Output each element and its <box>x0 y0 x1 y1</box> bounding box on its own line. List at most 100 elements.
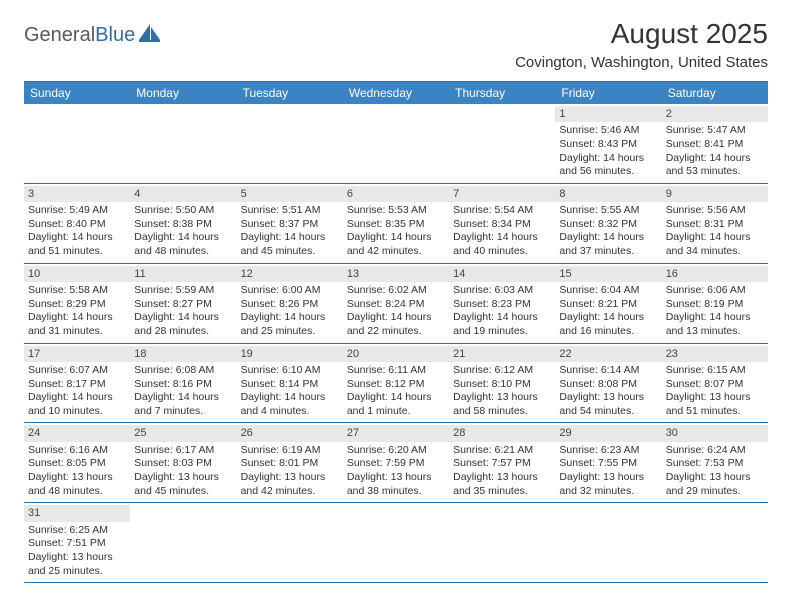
day-cell <box>343 503 449 582</box>
sunset-text: Sunset: 8:40 PM <box>28 218 126 232</box>
day-cell: 20Sunrise: 6:11 AMSunset: 8:12 PMDayligh… <box>343 344 449 423</box>
day-cell: 10Sunrise: 5:58 AMSunset: 8:29 PMDayligh… <box>24 264 130 343</box>
day-cell: 14Sunrise: 6:03 AMSunset: 8:23 PMDayligh… <box>449 264 555 343</box>
day-number: 4 <box>130 186 236 202</box>
sunrise-text: Sunrise: 5:59 AM <box>134 284 232 298</box>
day-number <box>24 106 130 108</box>
sunrise-text: Sunrise: 5:53 AM <box>347 204 445 218</box>
day-cell: 15Sunrise: 6:04 AMSunset: 8:21 PMDayligh… <box>555 264 661 343</box>
sunset-text: Sunset: 7:57 PM <box>453 457 551 471</box>
day-number: 23 <box>662 346 768 362</box>
sunset-text: Sunset: 8:24 PM <box>347 298 445 312</box>
day-cell: 17Sunrise: 6:07 AMSunset: 8:17 PMDayligh… <box>24 344 130 423</box>
day-number <box>343 106 449 108</box>
sunrise-text: Sunrise: 6:10 AM <box>241 364 339 378</box>
day-number: 27 <box>343 425 449 441</box>
sunrise-text: Sunrise: 6:04 AM <box>559 284 657 298</box>
day-cell: 27Sunrise: 6:20 AMSunset: 7:59 PMDayligh… <box>343 423 449 502</box>
sunrise-text: Sunrise: 5:47 AM <box>666 124 764 138</box>
day-number: 1 <box>555 106 661 122</box>
day-number: 6 <box>343 186 449 202</box>
daylight-text: Daylight: 14 hours and 22 minutes. <box>347 311 445 338</box>
daylight-text: Daylight: 13 hours and 29 minutes. <box>666 471 764 498</box>
day-number: 11 <box>130 266 236 282</box>
day-number: 17 <box>24 346 130 362</box>
day-number: 5 <box>237 186 343 202</box>
day-number: 15 <box>555 266 661 282</box>
sunrise-text: Sunrise: 5:51 AM <box>241 204 339 218</box>
sunset-text: Sunset: 8:14 PM <box>241 378 339 392</box>
daylight-text: Daylight: 13 hours and 32 minutes. <box>559 471 657 498</box>
sunrise-text: Sunrise: 6:24 AM <box>666 444 764 458</box>
daylight-text: Daylight: 14 hours and 56 minutes. <box>559 152 657 179</box>
day-cell <box>449 503 555 582</box>
day-cell: 9Sunrise: 5:56 AMSunset: 8:31 PMDaylight… <box>662 184 768 263</box>
day-number: 13 <box>343 266 449 282</box>
daylight-text: Daylight: 14 hours and 31 minutes. <box>28 311 126 338</box>
daylight-text: Daylight: 14 hours and 4 minutes. <box>241 391 339 418</box>
month-title: August 2025 <box>515 18 768 50</box>
daylight-text: Daylight: 14 hours and 13 minutes. <box>666 311 764 338</box>
daylight-text: Daylight: 14 hours and 25 minutes. <box>241 311 339 338</box>
sunset-text: Sunset: 8:01 PM <box>241 457 339 471</box>
day-number <box>343 505 449 507</box>
daylight-text: Daylight: 14 hours and 40 minutes. <box>453 231 551 258</box>
day-number: 28 <box>449 425 555 441</box>
day-number: 8 <box>555 186 661 202</box>
daylight-text: Daylight: 14 hours and 7 minutes. <box>134 391 232 418</box>
weekday-header: Monday <box>130 82 236 104</box>
day-number <box>237 505 343 507</box>
header-row: GeneralBlue August 2025 Covington, Washi… <box>24 18 768 71</box>
day-number <box>449 106 555 108</box>
weekday-header: Sunday <box>24 82 130 104</box>
day-cell <box>555 503 661 582</box>
logo-text-blue: Blue <box>95 24 135 47</box>
day-number: 3 <box>24 186 130 202</box>
sunrise-text: Sunrise: 5:49 AM <box>28 204 126 218</box>
daylight-text: Daylight: 13 hours and 45 minutes. <box>134 471 232 498</box>
daylight-text: Daylight: 13 hours and 48 minutes. <box>28 471 126 498</box>
weekday-header-row: SundayMondayTuesdayWednesdayThursdayFrid… <box>24 82 768 104</box>
daylight-text: Daylight: 14 hours and 19 minutes. <box>453 311 551 338</box>
day-number: 21 <box>449 346 555 362</box>
sunrise-text: Sunrise: 6:17 AM <box>134 444 232 458</box>
sunset-text: Sunset: 8:26 PM <box>241 298 339 312</box>
day-cell: 11Sunrise: 5:59 AMSunset: 8:27 PMDayligh… <box>130 264 236 343</box>
day-number: 16 <box>662 266 768 282</box>
day-cell: 13Sunrise: 6:02 AMSunset: 8:24 PMDayligh… <box>343 264 449 343</box>
daylight-text: Daylight: 14 hours and 16 minutes. <box>559 311 657 338</box>
weekday-header: Thursday <box>449 82 555 104</box>
logo-text-general: General <box>24 24 95 47</box>
sunrise-text: Sunrise: 6:21 AM <box>453 444 551 458</box>
sunset-text: Sunset: 7:59 PM <box>347 457 445 471</box>
sunset-text: Sunset: 8:16 PM <box>134 378 232 392</box>
sunrise-text: Sunrise: 6:12 AM <box>453 364 551 378</box>
day-cell <box>24 104 130 183</box>
sunrise-text: Sunrise: 5:50 AM <box>134 204 232 218</box>
day-cell: 8Sunrise: 5:55 AMSunset: 8:32 PMDaylight… <box>555 184 661 263</box>
location-text: Covington, Washington, United States <box>515 54 768 71</box>
sunset-text: Sunset: 8:03 PM <box>134 457 232 471</box>
sunrise-text: Sunrise: 6:20 AM <box>347 444 445 458</box>
sunset-text: Sunset: 8:29 PM <box>28 298 126 312</box>
daylight-text: Daylight: 14 hours and 45 minutes. <box>241 231 339 258</box>
day-number: 24 <box>24 425 130 441</box>
logo: GeneralBlue <box>24 18 161 47</box>
day-cell <box>343 104 449 183</box>
daylight-text: Daylight: 14 hours and 42 minutes. <box>347 231 445 258</box>
sunset-text: Sunset: 8:17 PM <box>28 378 126 392</box>
sunset-text: Sunset: 8:10 PM <box>453 378 551 392</box>
day-cell: 19Sunrise: 6:10 AMSunset: 8:14 PMDayligh… <box>237 344 343 423</box>
day-number <box>130 505 236 507</box>
sunrise-text: Sunrise: 6:25 AM <box>28 524 126 538</box>
sunset-text: Sunset: 8:08 PM <box>559 378 657 392</box>
sunrise-text: Sunrise: 5:56 AM <box>666 204 764 218</box>
day-cell: 24Sunrise: 6:16 AMSunset: 8:05 PMDayligh… <box>24 423 130 502</box>
day-number <box>130 106 236 108</box>
day-cell: 6Sunrise: 5:53 AMSunset: 8:35 PMDaylight… <box>343 184 449 263</box>
day-number: 2 <box>662 106 768 122</box>
sunset-text: Sunset: 7:55 PM <box>559 457 657 471</box>
day-cell: 7Sunrise: 5:54 AMSunset: 8:34 PMDaylight… <box>449 184 555 263</box>
day-cell: 26Sunrise: 6:19 AMSunset: 8:01 PMDayligh… <box>237 423 343 502</box>
day-number: 10 <box>24 266 130 282</box>
